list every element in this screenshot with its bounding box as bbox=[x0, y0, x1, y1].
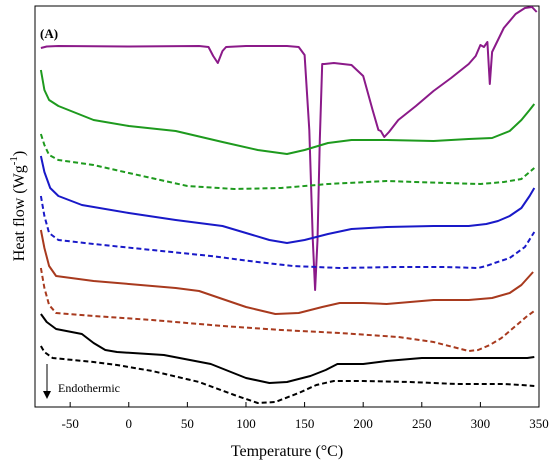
series-line-5 bbox=[39, 195, 536, 269]
endothermic-label: Endothermic bbox=[58, 381, 120, 395]
x-axis-label: Temperature (°C) bbox=[231, 443, 343, 460]
x-tick-label: -50 bbox=[61, 416, 78, 431]
x-axis-ticks: -50 0 50 100 150 200 250 300 350 bbox=[61, 402, 549, 431]
panel-label: (A) bbox=[40, 26, 58, 41]
x-tick-label: 50 bbox=[181, 416, 194, 431]
series-group bbox=[39, 6, 538, 404]
plot-frame bbox=[34, 5, 540, 408]
series-line-4 bbox=[39, 155, 536, 244]
series-line-8 bbox=[40, 313, 535, 384]
series-line-1 bbox=[40, 6, 538, 291]
series-line-9 bbox=[40, 345, 535, 404]
y-axis-label-base: Heat flow (Wg bbox=[11, 165, 28, 261]
series-line-7 bbox=[39, 267, 535, 352]
series-line-2 bbox=[39, 69, 536, 155]
x-tick-label: 100 bbox=[236, 416, 256, 431]
x-tick-label: 250 bbox=[412, 416, 432, 431]
x-tick-label: 150 bbox=[295, 416, 315, 431]
series-line-3 bbox=[39, 133, 535, 190]
x-tick-label: 350 bbox=[529, 416, 549, 431]
endothermic-arrow-head-icon bbox=[43, 391, 51, 399]
y-axis-label: Heat flow (Wg-1) bbox=[8, 151, 28, 261]
y-axis-label-sup: -1 bbox=[8, 156, 20, 165]
y-axis-label-end: ) bbox=[11, 151, 28, 156]
x-tick-label: 200 bbox=[353, 416, 373, 431]
series-line-6 bbox=[39, 229, 534, 315]
x-tick-label: 0 bbox=[126, 416, 133, 431]
x-tick-label: 300 bbox=[471, 416, 491, 431]
